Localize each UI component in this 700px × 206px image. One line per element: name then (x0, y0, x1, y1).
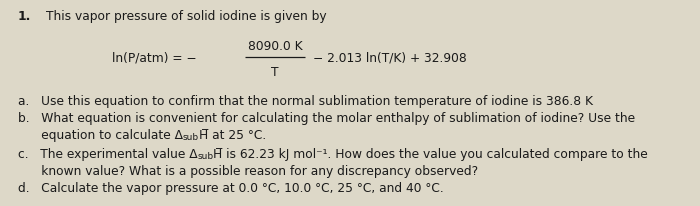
Text: H̅ at 25 °C.: H̅ at 25 °C. (199, 128, 266, 141)
Text: 1.: 1. (18, 10, 31, 23)
Text: known value? What is a possible reason for any discrepancy observed?: known value? What is a possible reason f… (18, 164, 477, 177)
Text: ln(P/atm) = −: ln(P/atm) = − (112, 51, 197, 64)
Text: equation to calculate Δ: equation to calculate Δ (18, 128, 183, 141)
Text: H̅ is 62.23 kJ mol⁻¹. How does the value you calculated compare to the: H̅ is 62.23 kJ mol⁻¹. How does the value… (214, 147, 648, 160)
Text: T: T (272, 65, 279, 78)
Text: a.   Use this equation to confirm that the normal sublimation temperature of iod: a. Use this equation to confirm that the… (18, 95, 592, 108)
Text: − 2.013 ln(T/K) + 32.908: − 2.013 ln(T/K) + 32.908 (313, 51, 467, 64)
Text: sub: sub (197, 151, 214, 160)
Text: d.   Calculate the vapor pressure at 0.0 °C, 10.0 °C, 25 °C, and 40 °C.: d. Calculate the vapor pressure at 0.0 °… (18, 181, 443, 194)
Text: c.   The experimental value Δ: c. The experimental value Δ (18, 147, 197, 160)
Text: sub: sub (183, 132, 199, 141)
Text: sub: sub (197, 151, 214, 160)
Text: This vapor pressure of solid iodine is given by: This vapor pressure of solid iodine is g… (46, 10, 326, 23)
Text: 8090.0 K: 8090.0 K (248, 39, 302, 52)
Text: sub: sub (183, 132, 199, 141)
Text: b.   What equation is convenient for calculating the molar enthalpy of sublimati: b. What equation is convenient for calcu… (18, 111, 635, 124)
